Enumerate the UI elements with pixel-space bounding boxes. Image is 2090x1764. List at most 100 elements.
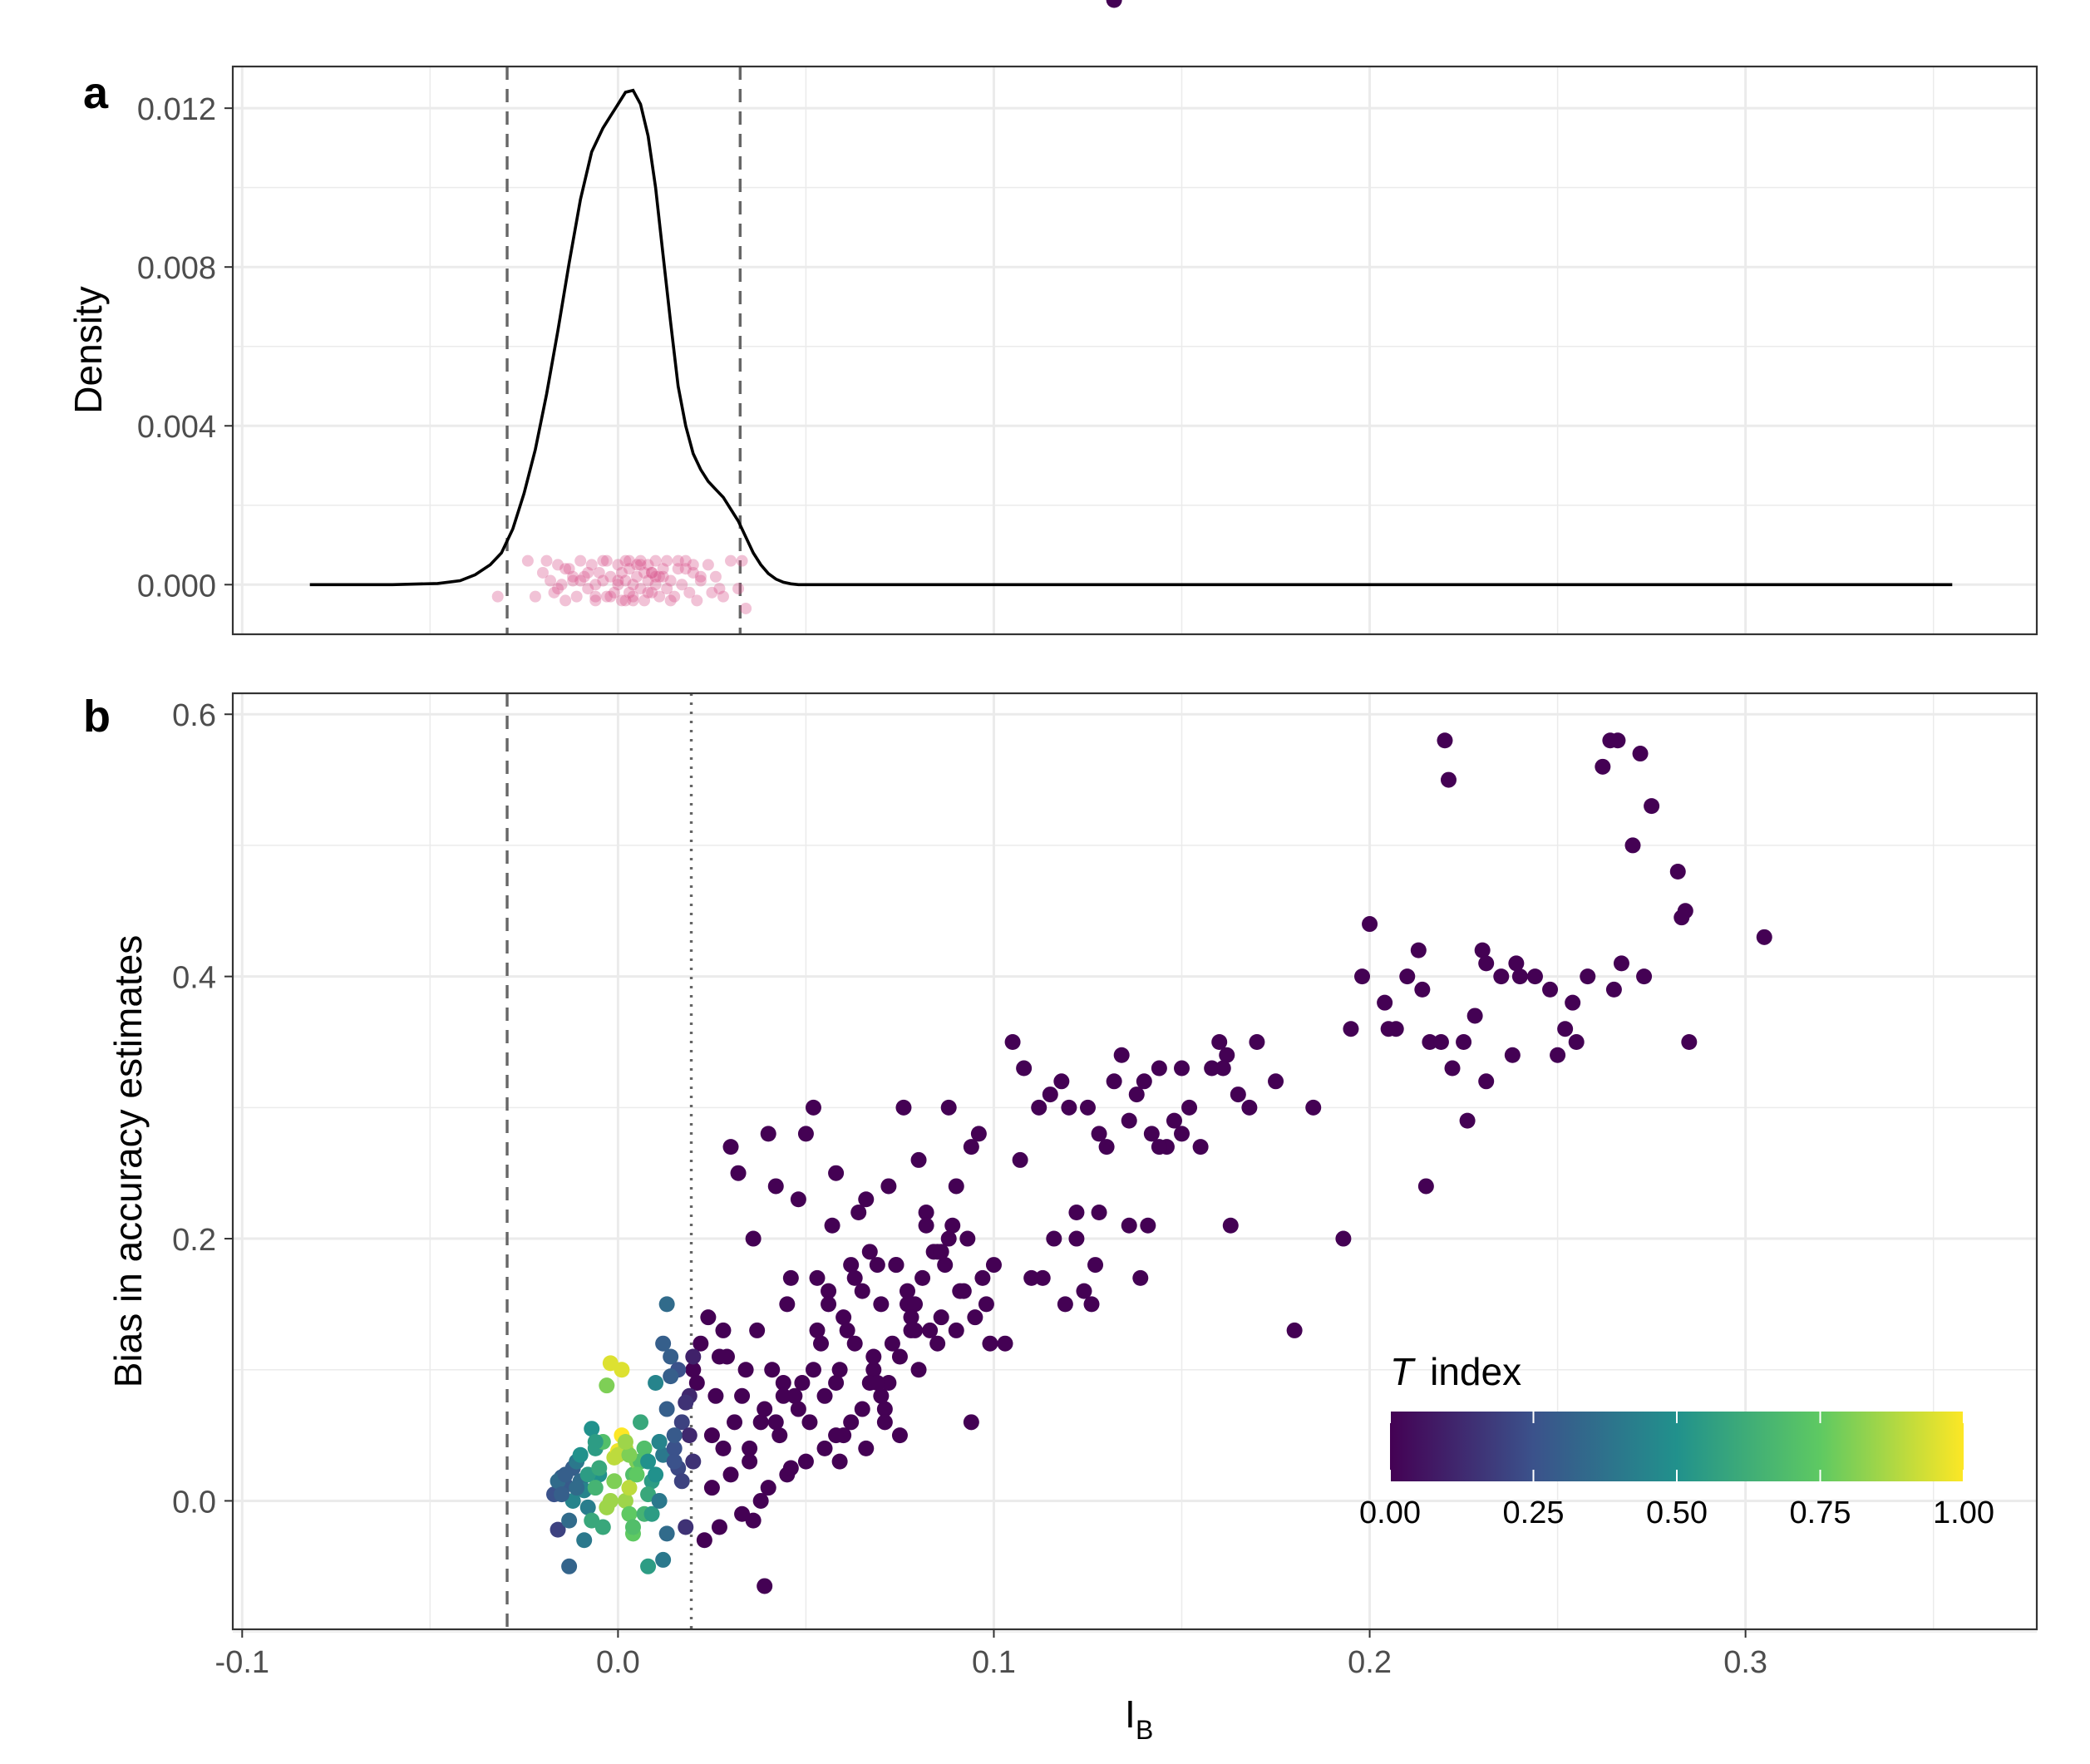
scatter-point (1113, 1047, 1130, 1063)
rug-point (634, 554, 647, 567)
rug-point (657, 563, 669, 575)
color-bar-tick-label: 0.00 (1359, 1495, 1421, 1530)
scatter-point (869, 1375, 885, 1392)
scatter-point (1219, 1047, 1235, 1063)
scatter-point (1034, 1269, 1051, 1286)
scatter-point (974, 1269, 991, 1286)
scatter-point (1222, 1217, 1239, 1234)
rug-point (717, 590, 729, 603)
scatter-point (1106, 1073, 1122, 1090)
scatter-point (1508, 955, 1525, 972)
scatter-point (1087, 1257, 1104, 1274)
panel-a-density: 0.000 0.004 0.008 0.012 a Density (67, 65, 2038, 636)
scatter-point (1474, 942, 1491, 958)
scatter-point (1012, 1151, 1028, 1168)
rug-point (574, 574, 587, 587)
panel-a-label: a (83, 68, 109, 118)
scatter-point (1241, 1099, 1258, 1116)
scatter-point-cluster (591, 1460, 608, 1476)
scatter-point (824, 1217, 840, 1234)
scatter-point-cluster (569, 1480, 585, 1496)
panel-b-y-tick-label: 0.4 (172, 961, 216, 996)
scatter-point-cluster (681, 1427, 697, 1444)
scatter-point (1632, 746, 1649, 762)
rug-point (649, 579, 662, 591)
rug-point (593, 566, 605, 579)
rug-point (687, 566, 699, 579)
scatter-point (1068, 1230, 1085, 1247)
scatter-point (700, 1309, 717, 1326)
scatter-point (846, 1269, 863, 1286)
rug-point (709, 570, 722, 583)
scatter-point (1061, 1099, 1077, 1116)
panel-b-border (231, 692, 2038, 1631)
scatter-point (1417, 1178, 1434, 1195)
panel-b-gridlines (233, 693, 2037, 1633)
scatter-point (933, 1309, 949, 1326)
scatter-point (1143, 1126, 1160, 1142)
scatter-point (1128, 1086, 1145, 1103)
scatter-point (782, 1460, 799, 1476)
scatter-point-cluster (678, 1394, 694, 1411)
panel-a-y-tick-label: 0.008 (137, 251, 216, 286)
scatter-point (937, 1257, 954, 1274)
scatter-point (1362, 916, 1378, 933)
scatter-point-cluster (685, 1453, 702, 1470)
rug-point (725, 554, 737, 567)
rug-point (570, 590, 583, 603)
scatter-point (907, 1296, 924, 1313)
panel-a-y-tick-label: 0.004 (137, 410, 216, 445)
scatter-point (749, 1322, 766, 1338)
scatter-point (1595, 758, 1611, 775)
scatter-point-cluster (643, 1505, 660, 1522)
scatter-point-cluster (621, 1446, 638, 1463)
rug-point (661, 583, 673, 595)
rug-point (642, 586, 654, 599)
scatter-point (933, 1244, 949, 1260)
panel-b-x-tick-label: 0.1 (972, 1645, 1016, 1680)
scatter-point-cluster (651, 1433, 668, 1450)
scatter-point (1580, 968, 1596, 985)
scatter-point (1230, 1086, 1246, 1103)
rug-point (627, 594, 639, 607)
rug-point (683, 586, 696, 599)
scatter-point (836, 1309, 852, 1326)
rug-point (642, 559, 654, 571)
scatter-point (1076, 1283, 1092, 1299)
panel-b-x-tick-label: -0.1 (215, 1645, 269, 1680)
rug-point (574, 554, 587, 567)
scatter-point-cluster (621, 1480, 638, 1496)
scatter-point (1091, 1205, 1107, 1221)
panel-a-y-tick-label: 0.012 (137, 92, 216, 127)
scatter-point (922, 1322, 939, 1338)
rug-point (642, 574, 654, 587)
scatter-point (1057, 1296, 1073, 1313)
color-bar-tick-label: 0.50 (1646, 1495, 1708, 1530)
scatter-point (1106, 0, 1122, 8)
scatter-point-cluster (599, 1499, 615, 1515)
rug-point (491, 590, 504, 603)
panel-a-rug-points (491, 554, 752, 614)
scatter-point (1550, 1047, 1566, 1063)
scatter-point (1181, 1099, 1198, 1116)
scatter-point (790, 1191, 806, 1208)
scatter-point (858, 1191, 875, 1208)
scatter-point (1174, 1060, 1190, 1077)
rug-point (653, 570, 666, 583)
x-axis-title-main: I (1125, 1693, 1136, 1736)
scatter-point (944, 1217, 961, 1234)
rug-point (691, 594, 703, 607)
scatter-point (1456, 1033, 1472, 1050)
scatter-point (1565, 994, 1581, 1011)
rug-point (713, 583, 726, 595)
rug-point (589, 590, 602, 603)
scatter-point (1478, 1073, 1495, 1090)
scatter-point-cluster (557, 1466, 574, 1483)
scatter-point (940, 1230, 957, 1247)
scatter-point (828, 1427, 845, 1444)
rug-point (638, 594, 651, 607)
scatter-point (910, 1362, 927, 1378)
rug-point (545, 574, 557, 587)
scatter-point (794, 1375, 811, 1392)
scatter-point (948, 1178, 964, 1195)
